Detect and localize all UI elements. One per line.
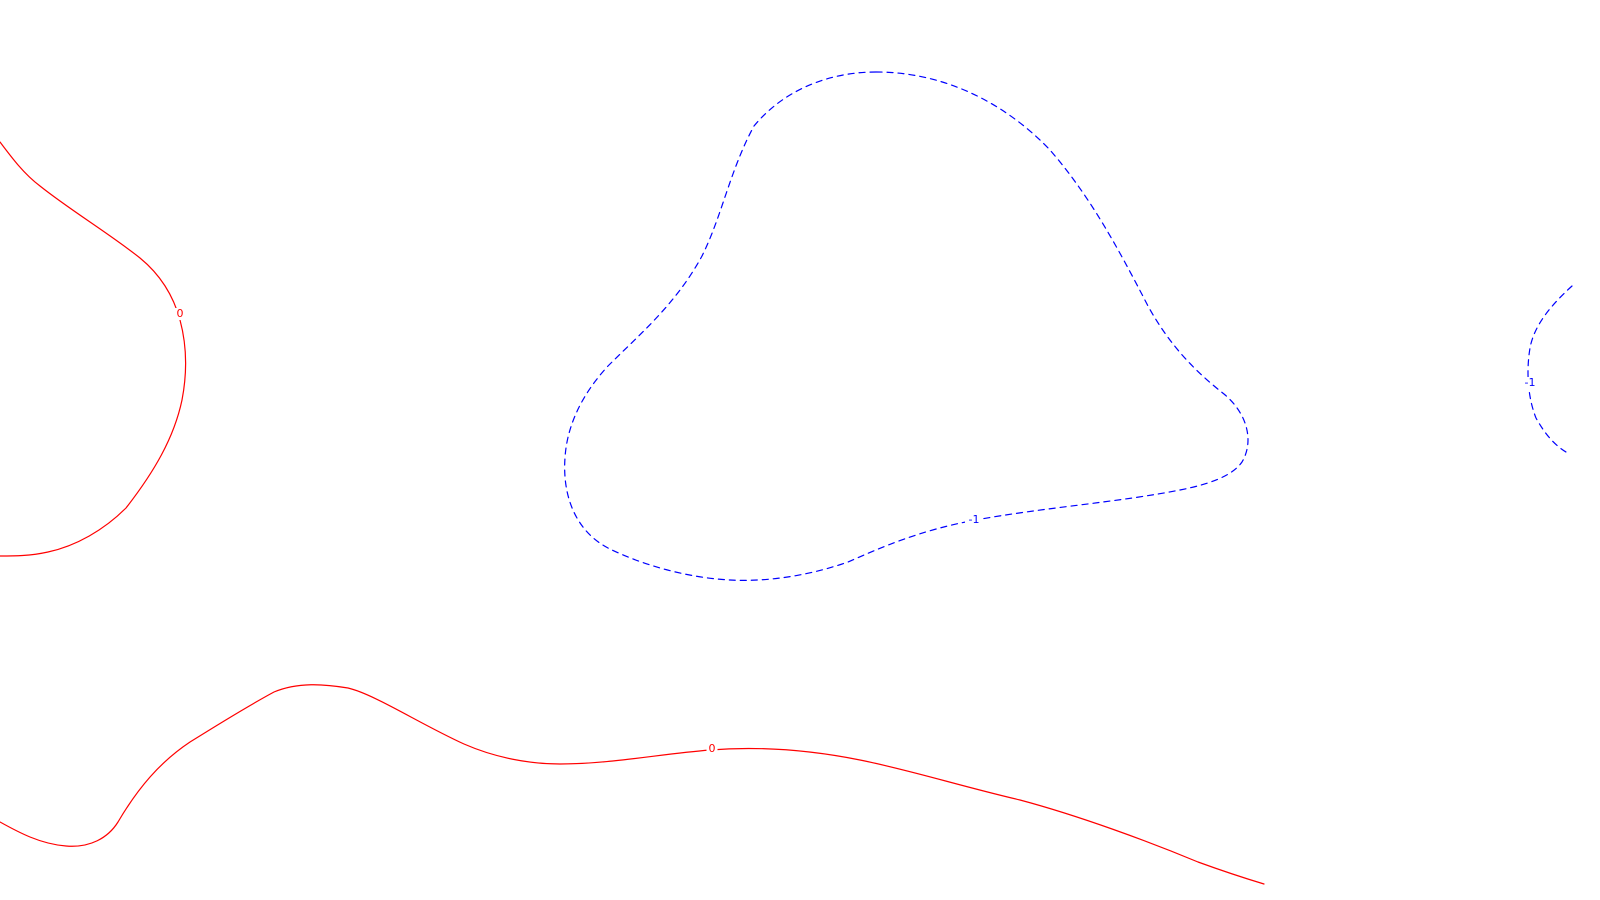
contour-label-level-neg1-right-background	[1521, 377, 1539, 389]
contour-line-level-0-bottom	[0, 684, 1265, 885]
contour-label-level-neg1-center-background	[965, 514, 983, 526]
contour-labels: 0 0 -1 -1	[174, 307, 1539, 755]
contour-label-level-0-bottom-background	[706, 743, 718, 755]
contour-label-level-0-left-background	[174, 308, 186, 320]
contour-label-level-neg1-center: -1	[969, 513, 980, 526]
contour-line-level-neg1-center	[564, 71, 1249, 581]
contour-label-level-neg1-right: -1	[1525, 376, 1536, 389]
contour-line-level-0-left	[0, 141, 187, 557]
contour-label-level-0-left: 0	[177, 307, 184, 320]
contour-label-level-0-bottom: 0	[709, 742, 716, 755]
contour-line-level-neg1-right	[1527, 285, 1573, 453]
